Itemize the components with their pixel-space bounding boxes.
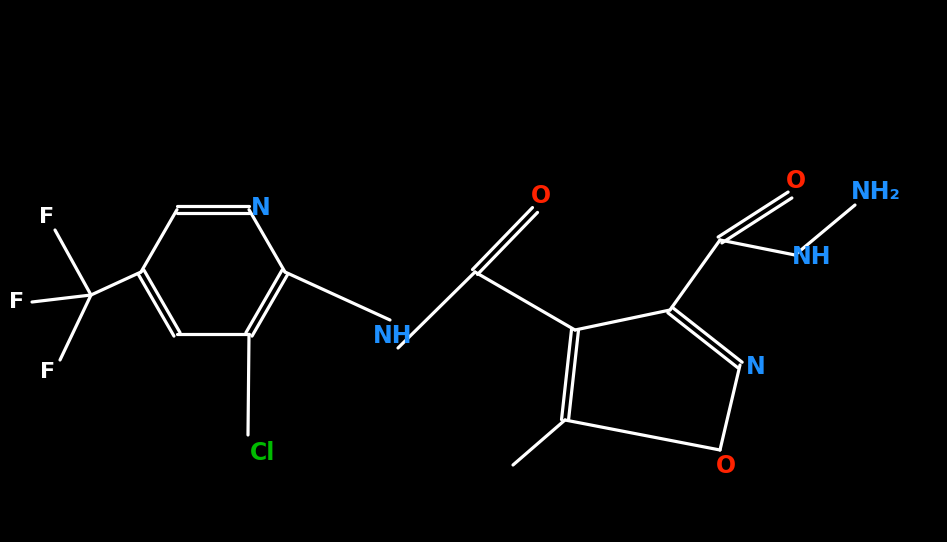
Text: F: F	[41, 362, 56, 382]
Text: N: N	[746, 355, 766, 379]
Text: NH₂: NH₂	[851, 180, 901, 204]
Text: O: O	[716, 454, 736, 478]
Text: NH: NH	[793, 245, 831, 269]
Text: O: O	[531, 184, 551, 208]
Text: O: O	[786, 169, 806, 193]
Text: N: N	[251, 196, 271, 220]
Text: Cl: Cl	[250, 441, 276, 465]
Text: F: F	[40, 207, 55, 227]
Text: NH: NH	[373, 324, 413, 348]
Text: F: F	[9, 292, 25, 312]
